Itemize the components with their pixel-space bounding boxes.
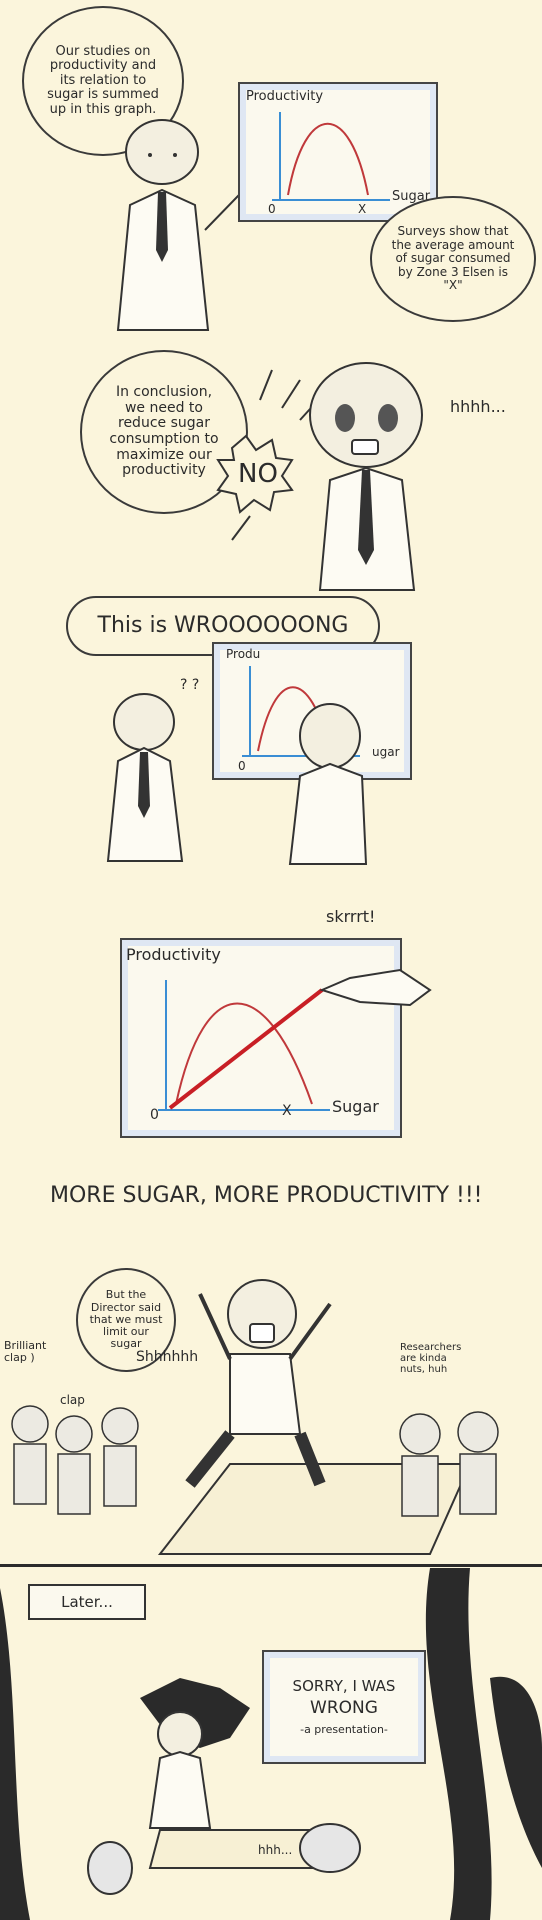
board-origin-3: 0 <box>238 759 246 773</box>
speech-bubble-intro: Our studies on productivity and its rela… <box>22 6 184 156</box>
apology-board: SORRY, I WAS WRONG -a presentation- <box>262 1650 426 1764</box>
presenter-figure <box>116 119 269 331</box>
board-origin: 0 <box>268 202 276 216</box>
board-scene-3 <box>106 666 368 865</box>
shout-burst <box>216 369 321 541</box>
left-note: Brilliant clap ) <box>4 1339 47 1365</box>
caption-box: Later... <box>28 1584 146 1620</box>
big-origin: 0 <box>150 1107 159 1123</box>
sfx-skrrt: skrrrt! <box>326 907 376 926</box>
shout-text: NO <box>238 459 278 489</box>
speech-bubble-conclusion: In conclusion, we need to reduce sugar c… <box>80 350 248 514</box>
celebration-scene <box>11 1279 499 1555</box>
big-ylabel: Productivity <box>126 945 221 964</box>
shocked-figure <box>309 362 423 591</box>
board-text-presentation: -a presentation- <box>300 1722 388 1736</box>
graph-board <box>238 82 438 222</box>
panel-2: In conclusion, we need to reduce sugar c… <box>0 340 542 591</box>
speech-bubble-survey: Surveys show that the average amount of … <box>370 196 536 322</box>
speech-text-whisper: But the Director said that we must limit… <box>89 1288 163 1351</box>
board-text-wrong: WRONG <box>310 1697 378 1718</box>
right-note: Researchers are kinda nuts, huh <box>400 1342 462 1376</box>
speech-text-survey: Surveys show that the average amount of … <box>391 224 515 293</box>
panel-1: Our studies on productivity and its rela… <box>0 0 542 331</box>
murmur-text: hhh... <box>258 1843 293 1857</box>
confused-marks: ? ? <box>180 677 200 693</box>
board-ylabel-3: Produ <box>226 647 261 661</box>
board-ylabel: Productivity <box>246 89 324 104</box>
board-xlabel-3: ugar <box>372 745 400 759</box>
speech-text-conclusion: In conclusion, we need to reduce sugar c… <box>109 383 219 479</box>
panel-3: This is WROOOOOONG Produ ugar 0 ? ? <box>0 596 542 866</box>
caption-later: Later... <box>61 1592 113 1611</box>
banner-more-sugar: MORE SUGAR, MORE PRODUCTIVITY !!! <box>50 1183 483 1208</box>
panel-4: skrrrt! Productivity Sugar 0 X <box>0 890 542 1150</box>
big-x-mark: X <box>282 1103 292 1119</box>
panel-divider <box>0 1564 542 1567</box>
board-x-mark: X <box>358 202 367 216</box>
speech-text-wrong: This is WROOOOOONG <box>97 612 349 638</box>
clap-text: clap <box>60 1393 85 1407</box>
sfx-breath: hhhh... <box>450 397 506 416</box>
dark-monster-scene <box>0 1568 542 1920</box>
panel-6: Later... SORRY, I WAS WRONG -a presentat… <box>0 1568 542 1920</box>
graph-curve-1 <box>272 112 390 201</box>
board-text-sorry: SORRY, I WAS <box>292 1676 396 1695</box>
speech-text-intro: Our studies on productivity and its rela… <box>47 43 159 117</box>
speech-bubble-whisper: But the Director said that we must limit… <box>76 1268 176 1372</box>
panel-5: MORE SUGAR, MORE PRODUCTIVITY !!! But th… <box>0 1164 542 1564</box>
shush-text: Shhhhhh <box>136 1349 199 1365</box>
big-xlabel: Sugar <box>332 1097 379 1116</box>
graph-big <box>158 968 432 1111</box>
